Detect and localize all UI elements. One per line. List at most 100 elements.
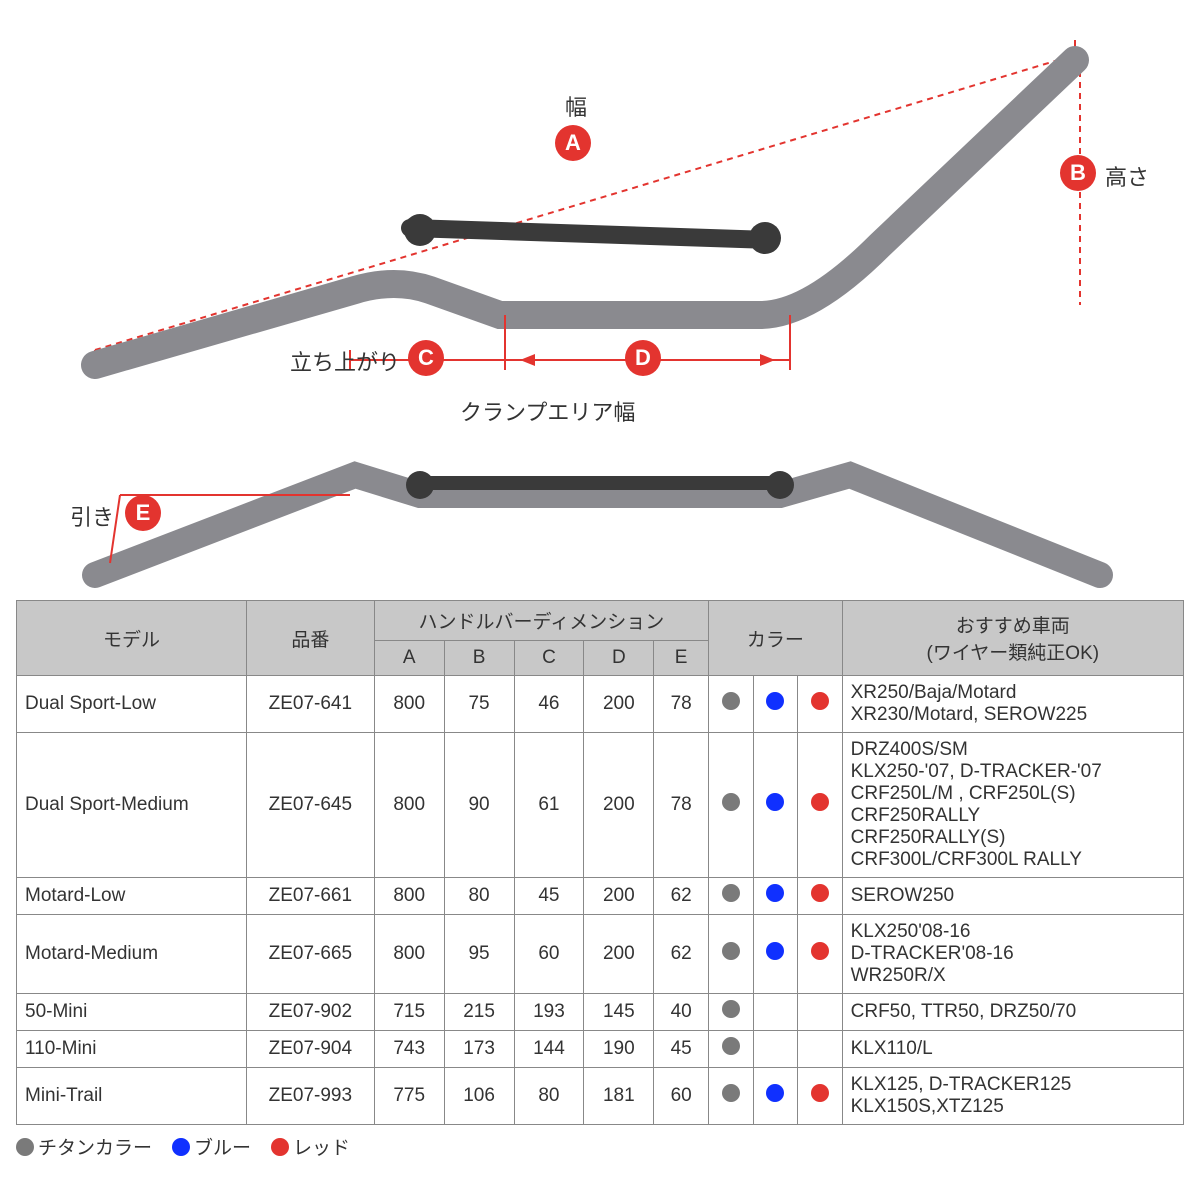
cell-color: [753, 915, 798, 994]
th-color: カラー: [709, 601, 843, 676]
cell-dim: 775: [374, 1068, 444, 1125]
spec-table-area: モデル 品番 ハンドルバーディメンション カラー おすすめ車両 (ワイヤー類純正…: [0, 600, 1200, 1125]
th-dimensions: ハンドルバーディメンション: [374, 601, 708, 641]
cell-color: [753, 878, 798, 915]
cell-model: Mini-Trail: [17, 1068, 247, 1125]
label-pullback: 引き: [70, 500, 114, 532]
cell-dim: 800: [374, 733, 444, 878]
badge-e: E: [125, 495, 161, 531]
cell-part: ZE07-661: [246, 878, 374, 915]
cell-part: ZE07-993: [246, 1068, 374, 1125]
cell-part: ZE07-665: [246, 915, 374, 994]
cell-color-empty: [753, 1031, 798, 1068]
cell-dim: 61: [514, 733, 584, 878]
cell-part: ZE07-645: [246, 733, 374, 878]
cell-dim: 40: [654, 994, 709, 1031]
cell-color: [753, 1068, 798, 1125]
cell-color: [753, 733, 798, 878]
cell-color: [709, 878, 754, 915]
cell-model: Motard-Medium: [17, 915, 247, 994]
cell-dim: 145: [584, 994, 654, 1031]
cell-dim: 80: [444, 878, 514, 915]
th-model: モデル: [17, 601, 247, 676]
cell-dim: 200: [584, 878, 654, 915]
cell-dim: 90: [444, 733, 514, 878]
cell-color: [709, 994, 754, 1031]
cell-dim: 743: [374, 1031, 444, 1068]
cell-dim: 95: [444, 915, 514, 994]
cell-part: ZE07-904: [246, 1031, 374, 1068]
cell-vehicles: KLX110/L: [842, 1031, 1183, 1068]
cell-dim: 190: [584, 1031, 654, 1068]
table-row: Dual Sport-MediumZE07-645800906120078DRZ…: [17, 733, 1184, 878]
legend-label: ブルー: [194, 1133, 251, 1160]
badge-a: A: [555, 125, 591, 161]
table-row: 50-MiniZE07-90271521519314540CRF50, TTR5…: [17, 994, 1184, 1031]
cell-dim: 173: [444, 1031, 514, 1068]
handlebar-top-svg: [0, 435, 1200, 595]
cell-vehicles: XR250/Baja/MotardXR230/Motard, SEROW225: [842, 676, 1183, 733]
cell-dim: 800: [374, 676, 444, 733]
legend-dot: [16, 1138, 34, 1156]
label-clamp: クランプエリア幅: [460, 395, 635, 427]
cell-dim: 60: [654, 1068, 709, 1125]
cell-vehicles: KLX125, D-TRACKER125KLX150S,XTZ125: [842, 1068, 1183, 1125]
cell-model: 110-Mini: [17, 1031, 247, 1068]
cell-color: [709, 1031, 754, 1068]
cell-color: [798, 878, 843, 915]
cell-vehicles: DRZ400S/SMKLX250-'07, D-TRACKER-'07CRF25…: [842, 733, 1183, 878]
legend-label: レッド: [293, 1133, 350, 1160]
cell-vehicles: KLX250'08-16D-TRACKER'08-16WR250R/X: [842, 915, 1183, 994]
label-height: 高さ: [1105, 160, 1149, 192]
diagram-area: A 幅 B 高さ C 立ち上がり D クランプエリア幅 E 引き: [0, 0, 1200, 600]
cell-dim: 78: [654, 676, 709, 733]
cell-color: [709, 1068, 754, 1125]
cell-dim: 715: [374, 994, 444, 1031]
cell-color-empty: [798, 994, 843, 1031]
cell-dim: 200: [584, 733, 654, 878]
table-row: Motard-LowZE07-661800804520062 SEROW250: [17, 878, 1184, 915]
cell-color-empty: [753, 994, 798, 1031]
cell-dim: 106: [444, 1068, 514, 1125]
th-partno: 品番: [246, 601, 374, 676]
legend-label: チタンカラー: [38, 1133, 152, 1160]
cell-model: Dual Sport-Medium: [17, 733, 247, 878]
cell-dim: 144: [514, 1031, 584, 1068]
cell-color: [798, 1068, 843, 1125]
table-row: Motard-MediumZE07-665800956020062KLX250'…: [17, 915, 1184, 994]
cell-dim: 62: [654, 915, 709, 994]
cell-part: ZE07-641: [246, 676, 374, 733]
cell-dim: 46: [514, 676, 584, 733]
badge-b: B: [1060, 155, 1096, 191]
cell-dim: 181: [584, 1068, 654, 1125]
badge-c: C: [408, 340, 444, 376]
cell-color: [709, 915, 754, 994]
cell-model: Dual Sport-Low: [17, 676, 247, 733]
legend-item: チタンカラー: [16, 1133, 152, 1160]
cell-dim: 193: [514, 994, 584, 1031]
th-vehicles: おすすめ車両 (ワイヤー類純正OK): [842, 601, 1183, 676]
color-legend: チタンカラー ブルー レッド: [0, 1125, 1200, 1170]
label-width: 幅: [565, 90, 587, 122]
cell-dim: 215: [444, 994, 514, 1031]
cell-vehicles: CRF50, TTR50, DRZ50/70: [842, 994, 1183, 1031]
cell-model: 50-Mini: [17, 994, 247, 1031]
cell-dim: 800: [374, 915, 444, 994]
cell-color: [798, 915, 843, 994]
cell-vehicles: SEROW250: [842, 878, 1183, 915]
cell-dim: 75: [444, 676, 514, 733]
cell-dim: 800: [374, 878, 444, 915]
handlebar-front-svg: [0, 0, 1200, 440]
cell-model: Motard-Low: [17, 878, 247, 915]
legend-item: レッド: [271, 1133, 350, 1160]
cell-dim: 45: [514, 878, 584, 915]
cell-dim: 200: [584, 676, 654, 733]
badge-d: D: [625, 340, 661, 376]
cell-dim: 80: [514, 1068, 584, 1125]
cell-dim: 62: [654, 878, 709, 915]
legend-item: ブルー: [172, 1133, 251, 1160]
cell-color: [709, 676, 754, 733]
table-row: 110-MiniZE07-90474317314419045 KLX110/L: [17, 1031, 1184, 1068]
cell-dim: 45: [654, 1031, 709, 1068]
cell-color: [753, 676, 798, 733]
